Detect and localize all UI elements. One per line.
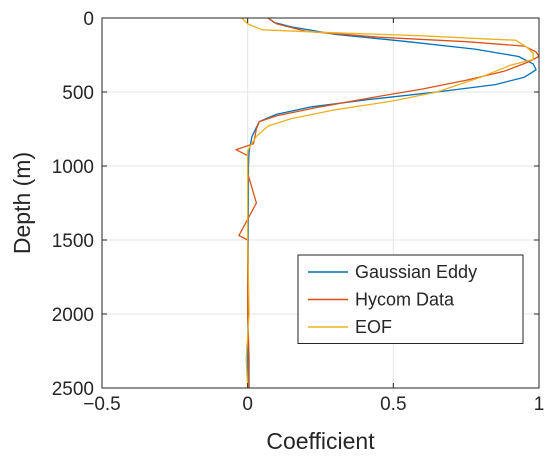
y-tick-label: 1000 <box>52 157 94 178</box>
series-line-gaussian-eddy <box>247 17 537 389</box>
y-tick-label: 0 <box>83 9 94 30</box>
series-line-eof <box>241 17 534 389</box>
series-line-hycom-data <box>235 17 540 388</box>
x-tick-label: 0 <box>242 394 253 415</box>
plot-frame <box>101 17 540 389</box>
x-tick-label: −0.5 <box>83 394 121 415</box>
y-tick-label: 500 <box>62 83 94 104</box>
y-tick-label: 2500 <box>52 379 94 400</box>
y-tick-label: 2000 <box>52 305 94 326</box>
legend-label-hycom-data: Hycom Data <box>355 290 455 310</box>
y-tick-label: 1500 <box>52 231 94 252</box>
x-axis-label: Coefficient <box>266 428 375 454</box>
series-lines <box>235 17 540 389</box>
legend-label-gaussian-eddy: Gaussian Eddy <box>355 262 477 282</box>
axis-ticks: −0.5 0 0.5 1 0 500 1000 1500 2000 2500 <box>52 9 545 415</box>
x-tick-label: 1 <box>534 394 545 415</box>
x-tick-label: 0.5 <box>380 394 406 415</box>
legend: Gaussian Eddy Hycom Data EOF <box>297 254 524 344</box>
y-axis-label: Depth (m) <box>9 152 35 254</box>
legend-label-eof: EOF <box>355 317 392 337</box>
